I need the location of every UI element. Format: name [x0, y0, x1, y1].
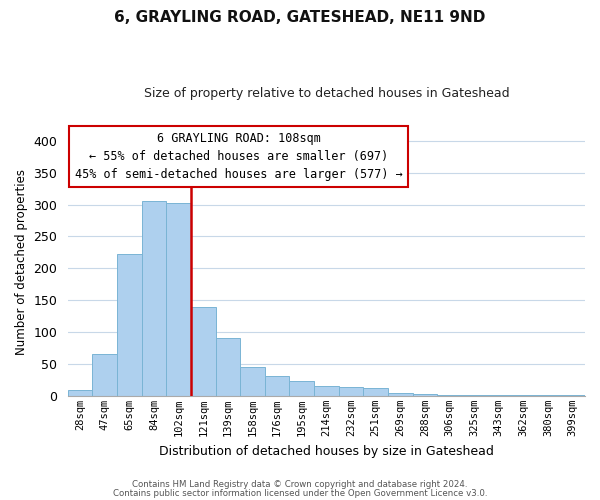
Bar [191, 306, 215, 396]
Bar [388, 392, 413, 396]
Bar [314, 386, 339, 396]
X-axis label: Distribution of detached houses by size in Gateshead: Distribution of detached houses by size … [159, 444, 494, 458]
Bar [92, 354, 117, 396]
Bar [117, 254, 142, 396]
Text: 6, GRAYLING ROAD, GATESHEAD, NE11 9ND: 6, GRAYLING ROAD, GATESHEAD, NE11 9ND [115, 10, 485, 25]
Title: Size of property relative to detached houses in Gateshead: Size of property relative to detached ho… [143, 88, 509, 101]
Text: Contains HM Land Registry data © Crown copyright and database right 2024.: Contains HM Land Registry data © Crown c… [132, 480, 468, 489]
Bar [142, 202, 166, 396]
Bar [265, 376, 289, 396]
Bar [364, 388, 388, 396]
Bar [413, 394, 437, 396]
Bar [240, 366, 265, 396]
Text: Contains public sector information licensed under the Open Government Licence v3: Contains public sector information licen… [113, 488, 487, 498]
Bar [289, 381, 314, 396]
Bar [68, 390, 92, 396]
Bar [437, 394, 462, 396]
Y-axis label: Number of detached properties: Number of detached properties [15, 169, 28, 355]
Bar [339, 387, 364, 396]
Bar [215, 338, 240, 396]
Bar [166, 204, 191, 396]
Text: 6 GRAYLING ROAD: 108sqm
← 55% of detached houses are smaller (697)
45% of semi-d: 6 GRAYLING ROAD: 108sqm ← 55% of detache… [74, 132, 403, 181]
